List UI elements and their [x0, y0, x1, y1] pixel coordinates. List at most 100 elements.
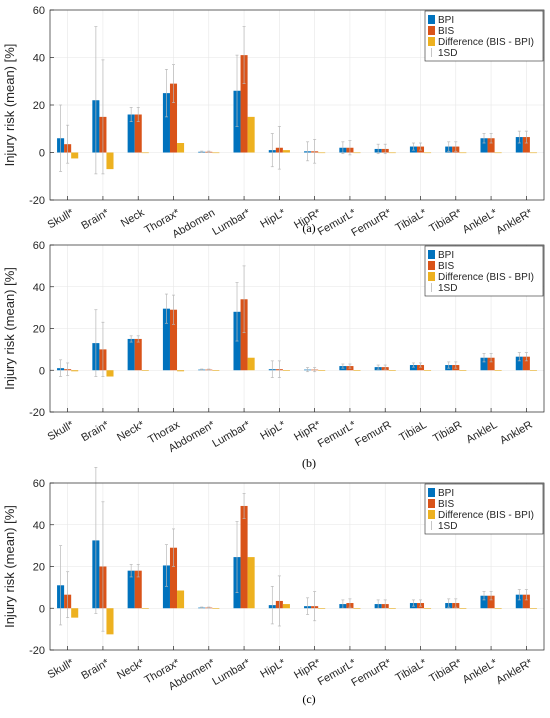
bar-difference-thorax [177, 370, 185, 372]
bar-difference-neck [141, 608, 149, 609]
x-tick-label: AnkleR* [494, 207, 535, 238]
x-tick-label: TibiaR* [427, 207, 465, 236]
bar-bis-thorax [169, 83, 178, 153]
bar-bis-neck [134, 338, 142, 371]
x-tick-label: Brain* [79, 657, 112, 683]
y-tick-label: 60 [33, 240, 45, 252]
legend-label: BIS [438, 26, 454, 37]
bar-difference-femurr [388, 370, 396, 371]
x-tick-label: AnkleR* [494, 657, 535, 688]
bar-bpi-anklel [480, 357, 488, 371]
legend-label: BIS [438, 499, 454, 510]
y-tick-label: 20 [33, 562, 45, 574]
bar-difference-abdomen [212, 370, 220, 371]
x-tick-label: Lumbar* [210, 657, 253, 689]
legend-box [424, 10, 544, 62]
legend-swatch [428, 272, 435, 281]
bar-difference-neck [141, 152, 149, 154]
legend-swatch [428, 510, 435, 519]
bar-bis-anklel [487, 357, 495, 371]
x-tick-label: HipL* [258, 207, 288, 231]
bar-difference-tibiar [459, 152, 467, 154]
bar-difference-hipr [318, 370, 326, 371]
bar-difference-tibiar [459, 370, 467, 371]
bar-difference-ankler [529, 152, 537, 154]
bar-difference-hipr [318, 152, 326, 154]
bar-bpi-anklel [480, 595, 488, 609]
x-tick-label: HipL* [258, 657, 288, 681]
bar-bis-thorax [169, 309, 178, 371]
y-tick-label: 0 [39, 365, 45, 377]
bar-difference-tibial [424, 370, 432, 371]
x-tick-label: Brain* [79, 207, 112, 233]
y-axis-label: Injury risk (mean) [%] [2, 505, 17, 628]
bar-bpi-ankler [515, 137, 523, 153]
x-tick-label: AnkleR [498, 419, 535, 447]
y-axis-label: Injury risk (mean) [%] [2, 44, 17, 167]
bar-difference-tibial [424, 608, 432, 609]
bar-difference-femurr [388, 152, 396, 154]
bar-bpi-tibial [409, 365, 417, 371]
bar-bpi-neck [127, 114, 135, 153]
bar-bis-neck [134, 570, 142, 609]
bar-bis-thorax [169, 547, 178, 609]
x-tick-label: Skull* [46, 419, 77, 444]
y-tick-label: 40 [33, 520, 45, 532]
bar-bpi-thorax [162, 93, 170, 153]
y-tick-label: 60 [33, 5, 45, 17]
bar-bis-lumbar [240, 299, 248, 371]
bar-bis-anklel [487, 595, 495, 609]
x-tick-label: TibiaL* [394, 657, 430, 685]
legend-label-1sd: 1SD [438, 48, 457, 59]
bar-difference-hipr [318, 608, 326, 609]
bar-difference-neck [141, 370, 149, 371]
bar-bpi-ankler [515, 356, 523, 371]
bar-difference-lumbar [247, 116, 255, 153]
x-tick-label: TibiaR* [427, 657, 465, 686]
x-tick-label: TibiaL [397, 419, 429, 444]
bar-bpi-neck [127, 570, 135, 609]
bar-bpi-neck [127, 338, 135, 371]
legend-label: Difference (BIS - BPI) [438, 510, 534, 521]
bar-difference-ankler [529, 370, 537, 371]
bar-difference-femurl [353, 370, 361, 371]
bar-difference-brain [106, 608, 114, 635]
bar-difference-tibiar [459, 608, 467, 609]
bar-difference-skull [71, 608, 79, 618]
bar-difference-skull [71, 370, 79, 372]
x-tick-label: FemurL* [316, 419, 359, 451]
y-tick-label: 0 [39, 148, 45, 160]
bar-bpi-ankler [515, 594, 523, 609]
bar-difference-ankler [529, 608, 537, 609]
y-tick-label: 40 [33, 282, 45, 294]
bar-bis-neck [134, 114, 142, 153]
bar-bpi-thorax [162, 308, 170, 371]
x-tick-label: FemurR* [349, 207, 394, 240]
x-tick-label: Lumbar* [210, 419, 253, 451]
bar-difference-lumbar [247, 357, 255, 371]
bar-difference-tibial [424, 152, 432, 154]
x-tick-label: HipL* [258, 419, 288, 443]
bar-difference-femurr [388, 608, 396, 609]
y-tick-label: -20 [29, 407, 45, 419]
legend-swatch [428, 488, 435, 497]
x-tick-label: TibiaR [431, 419, 464, 445]
y-tick-label: 60 [33, 478, 45, 490]
bar-difference-hipl [282, 370, 290, 371]
legend-swatch [428, 250, 435, 259]
panel-caption: (a) [302, 221, 315, 235]
x-tick-label: Neck* [115, 419, 147, 444]
legend-label-1sd: 1SD [438, 283, 457, 294]
legend-label: BIS [438, 261, 454, 272]
bar-bis-ankler [522, 356, 530, 371]
y-tick-label: 0 [39, 603, 45, 615]
x-tick-label: Skull* [46, 657, 77, 682]
bar-difference-brain [106, 370, 114, 377]
bar-difference-femurl [353, 608, 361, 609]
bar-bis-lumbar [240, 55, 248, 153]
legend-swatch [428, 26, 435, 35]
